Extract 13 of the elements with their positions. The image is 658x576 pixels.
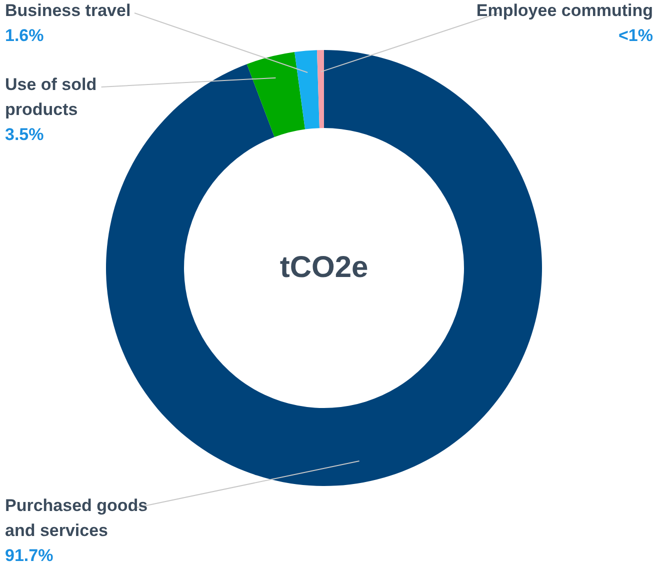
slice-label: Use of sold products <box>5 75 97 119</box>
donut-slice <box>246 52 306 138</box>
slice-label: Purchased goods and services <box>5 496 148 540</box>
data-label: 1.6% <box>5 26 44 45</box>
text: tCO2e <box>280 251 368 284</box>
data-label: <1% <box>618 26 653 45</box>
donut-slice <box>294 50 320 130</box>
slice-label: Business travel <box>5 1 131 20</box>
donut-slice <box>316 50 324 128</box>
slice-label: Employee commuting <box>476 1 653 20</box>
donut-slice <box>106 50 542 486</box>
data-label: 91.7% <box>5 546 54 565</box>
data-label: 3.5% <box>5 125 44 144</box>
